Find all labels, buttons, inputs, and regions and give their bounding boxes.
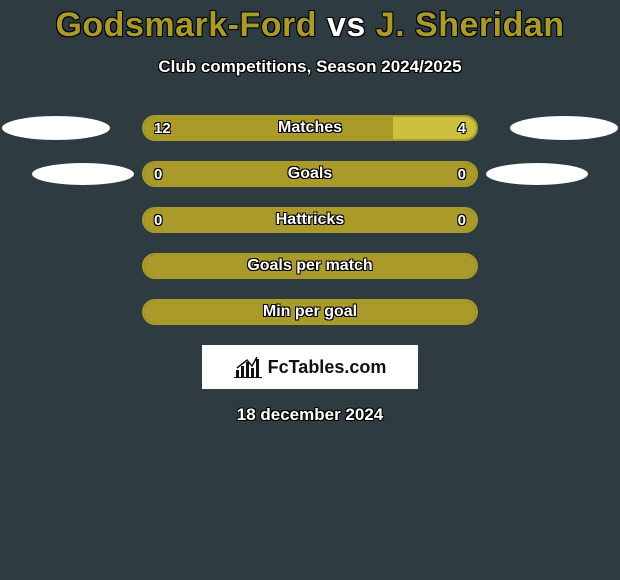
bar-left-fill (144, 117, 393, 139)
vs-label: vs (327, 6, 366, 44)
stat-bar: Goals per match (142, 253, 478, 279)
brand-box: FcTables.com (202, 345, 418, 389)
stat-row: Min per goal (2, 299, 618, 325)
bar-left-fill (144, 163, 476, 185)
bar-left-fill (144, 209, 476, 231)
player1-marker (2, 116, 110, 140)
subtitle: Club competitions, Season 2024/2025 (0, 57, 620, 77)
date-label: 18 december 2024 (0, 405, 620, 425)
player2-name: J. Sheridan (376, 6, 565, 44)
stat-row: 00Goals (2, 161, 618, 187)
stat-row: 124Matches (2, 115, 618, 141)
stat-row: 00Hattricks (2, 207, 618, 233)
player2-marker (510, 116, 618, 140)
brand-text: FcTables.com (268, 357, 387, 378)
bar-right-fill (393, 117, 476, 139)
stat-bar: 00Hattricks (142, 207, 478, 233)
bar-left-fill (144, 301, 476, 323)
stat-bar: 00Goals (142, 161, 478, 187)
page-title: Godsmark-Ford vs J. Sheridan (0, 6, 620, 45)
chart-icon (234, 356, 262, 378)
stat-bar: 124Matches (142, 115, 478, 141)
stat-row: Goals per match (2, 253, 618, 279)
comparison-widget: Godsmark-Ford vs J. Sheridan Club compet… (0, 0, 620, 425)
stat-rows: 124Matches 00Goals 00Hattricks Goals per ma… (0, 115, 620, 325)
player1-name: Godsmark-Ford (55, 6, 317, 44)
bar-left-fill (144, 255, 476, 277)
stat-bar: Min per goal (142, 299, 478, 325)
player1-marker (32, 163, 134, 185)
player2-marker (486, 163, 588, 185)
